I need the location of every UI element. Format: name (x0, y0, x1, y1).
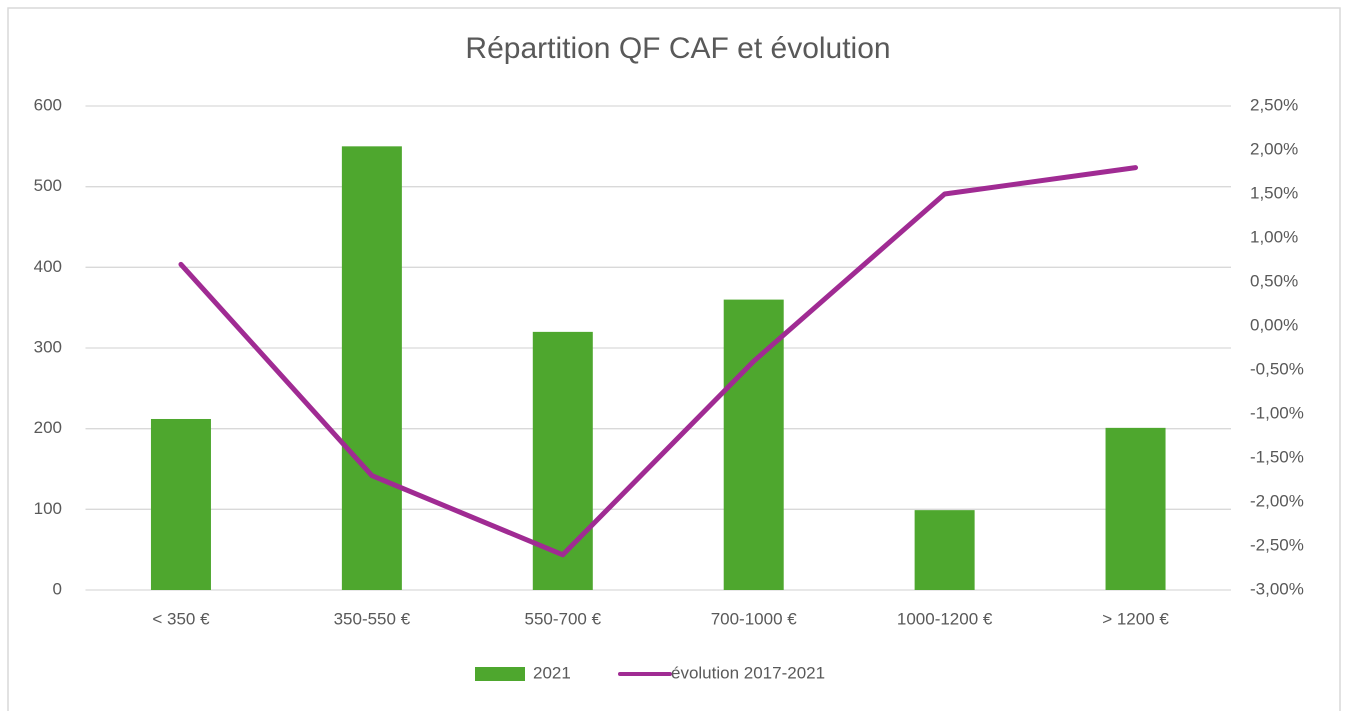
chart-title: Répartition QF CAF et évolution (465, 32, 890, 65)
x-tick-label: 1000-1200 € (897, 609, 993, 628)
y-tick-label: 400 (34, 257, 62, 276)
chart-frame (7, 7, 1341, 711)
x-tick-label: 550-700 € (525, 609, 602, 628)
y-tick-label: 200 (34, 418, 62, 437)
x-tick-label: > 1200 € (1102, 609, 1169, 628)
bar (1105, 427, 1166, 590)
bar (723, 299, 784, 590)
y2-tick-label: 0,00% (1250, 315, 1298, 334)
y-tick-label: 300 (34, 337, 62, 356)
legend-label: évolution 2017-2021 (671, 663, 825, 682)
y2-tick-label: -2,50% (1250, 535, 1304, 554)
x-tick-label: 700-1000 € (711, 609, 798, 628)
legend-swatch (475, 667, 525, 681)
y2-tick-label: -1,00% (1250, 403, 1304, 422)
y2-tick-label: 1,00% (1250, 227, 1298, 246)
y2-tick-label: -1,50% (1250, 447, 1304, 466)
legend-label: 2021 (533, 663, 571, 682)
x-tick-label: 350-550 € (334, 609, 411, 628)
y2-tick-label: 1,50% (1250, 183, 1298, 202)
y2-tick-label: -0,50% (1250, 359, 1304, 378)
y2-tick-label: 2,50% (1250, 95, 1298, 114)
y2-tick-label: -2,00% (1250, 491, 1304, 510)
bar (341, 146, 402, 591)
y-tick-label: 500 (34, 176, 62, 195)
line (178, 165, 1139, 558)
x-tick-label: < 350 € (152, 609, 210, 628)
y-tick-label: 600 (34, 95, 62, 114)
bar (150, 418, 211, 590)
y2-tick-label: -3,00% (1250, 579, 1304, 598)
y-tick-label: 100 (34, 499, 62, 518)
y-tick-label: 0 (53, 579, 62, 598)
y2-tick-label: 2,00% (1250, 139, 1298, 158)
bar (914, 510, 975, 590)
y2-tick-label: 0,50% (1250, 271, 1298, 290)
